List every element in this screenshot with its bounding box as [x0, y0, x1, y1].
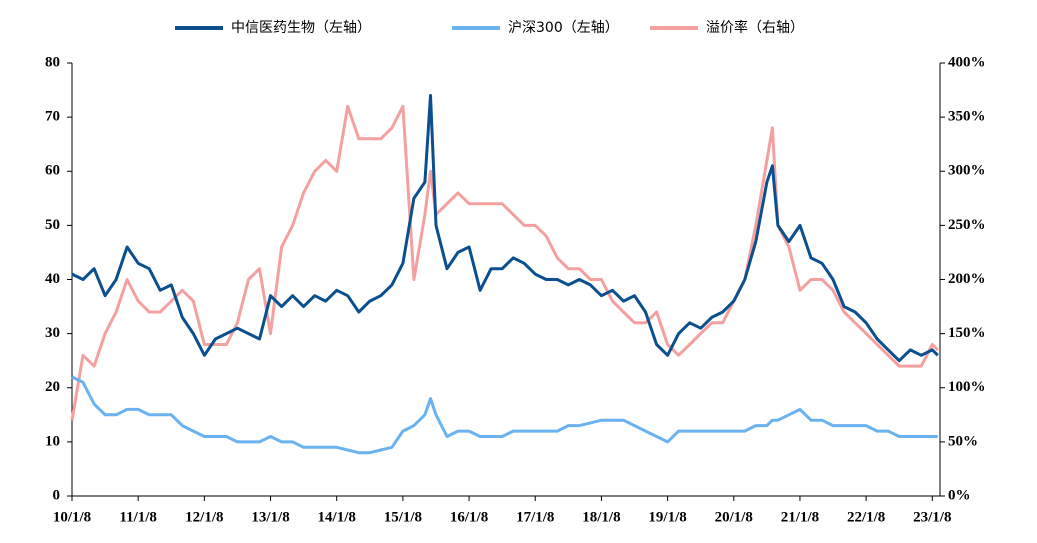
x-tick-label: 17/1/8	[516, 509, 554, 525]
x-tick-label: 12/1/8	[185, 509, 223, 525]
y2-tick-label: 300%	[948, 163, 986, 179]
y-tick-label: 30	[45, 325, 60, 341]
y2-tick-label: 100%	[948, 379, 986, 395]
x-tick-label: 10/1/8	[53, 509, 91, 525]
legend-label: 溢价率（右轴）	[706, 19, 804, 36]
x-tick-label: 13/1/8	[251, 509, 289, 525]
y-tick-label: 50	[45, 217, 60, 233]
y2-tick-label: 350%	[948, 109, 986, 125]
y-tick-label: 0	[53, 487, 61, 503]
y-tick-label: 20	[45, 379, 60, 395]
y-tick-label: 80	[45, 54, 60, 70]
x-tick-label: 11/1/8	[119, 509, 157, 525]
legend-label: 中信医药生物（左轴）	[231, 20, 371, 36]
legend: 中信医药生物（左轴） 沪深300（左轴） 溢价率（右轴）	[175, 19, 804, 36]
series-line	[71, 94, 939, 363]
y2-tick-label: 0%	[948, 487, 971, 503]
series-line	[70, 104, 939, 421]
y-tick-label: 40	[45, 271, 60, 287]
y2-tick-label: 400%	[948, 54, 986, 70]
y-tick-label: 10	[45, 433, 60, 449]
x-tick-label: 21/1/8	[781, 509, 819, 525]
y2-tick-label: 150%	[948, 325, 986, 341]
y-tick-label: 70	[45, 109, 60, 125]
y-tick-label: 60	[45, 163, 60, 179]
x-tick-label: 16/1/8	[450, 509, 488, 525]
x-tick-label: 15/1/8	[384, 509, 422, 525]
y2-tick-label: 200%	[948, 271, 986, 287]
y2-tick-label: 50%	[948, 433, 978, 449]
x-tick-label: 18/1/8	[582, 509, 620, 525]
x-tick-label: 19/1/8	[648, 509, 686, 525]
x-tick-label: 20/1/8	[715, 509, 753, 525]
x-tick-label: 14/1/8	[318, 509, 356, 525]
legend-label: 沪深300（左轴）	[508, 20, 619, 36]
series-line	[71, 375, 938, 455]
x-tick-label: 23/1/8	[913, 509, 951, 525]
x-tick-label: 22/1/8	[847, 509, 885, 525]
y2-tick-label: 250%	[948, 217, 986, 233]
